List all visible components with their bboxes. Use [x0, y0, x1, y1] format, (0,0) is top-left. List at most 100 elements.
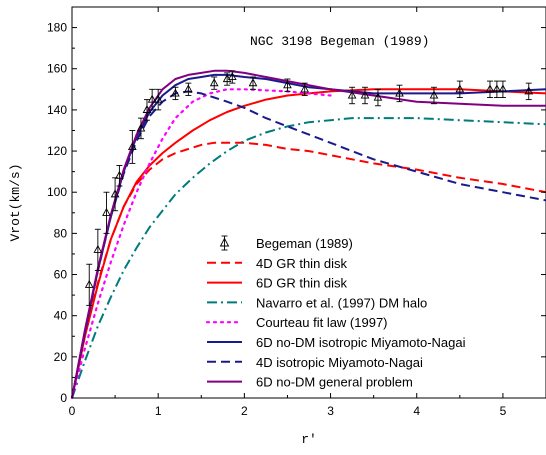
triangle-marker	[485, 84, 495, 93]
y-tick-label: 0	[60, 391, 67, 405]
series-line-2	[71, 88, 546, 399]
data-point	[110, 177, 120, 212]
triangle-marker	[498, 84, 508, 93]
legend-item-3: Navarro et al. (1997) DM halo	[207, 295, 427, 310]
series-line-4	[70, 88, 332, 400]
data-point	[142, 99, 152, 121]
legend-label: Courteau fit law (1997)	[256, 315, 388, 330]
y-tick-label: 180	[47, 21, 67, 35]
y-tick-label: 40	[54, 309, 68, 323]
y-tick-label: 120	[47, 144, 67, 158]
plot-frame	[71, 6, 546, 399]
x-tick-label: 2	[241, 404, 248, 418]
data-point	[227, 70, 237, 84]
legend-item-7: 6D no-DM general problem	[207, 375, 413, 390]
triangle-marker	[373, 92, 383, 101]
legend-label: 4D GR thin disk	[256, 256, 348, 271]
triangle-marker	[209, 78, 219, 87]
triangle-marker	[429, 90, 439, 99]
series-line-6	[71, 90, 546, 399]
triangle-marker	[84, 279, 94, 288]
triangle-marker	[102, 207, 111, 216]
triangle-marker	[300, 84, 310, 93]
data-point	[147, 88, 157, 111]
x-tick-label: 3	[327, 404, 334, 418]
legend-label: Navarro et al. (1997) DM halo	[256, 295, 427, 310]
legend-triangle-marker	[219, 237, 230, 247]
y-tick-label: 20	[54, 350, 68, 364]
legend-item-4: Courteau fit law (1997)	[205, 315, 388, 330]
data-point	[115, 165, 124, 187]
data-point	[373, 88, 383, 107]
chart-annotation: NGC 3198 Begeman (1989)	[250, 34, 429, 49]
data-point	[136, 117, 146, 140]
data-point	[498, 80, 508, 98]
y-tick-label: 140	[47, 103, 67, 117]
legend-label: 6D GR thin disk	[256, 276, 348, 291]
data-point	[84, 263, 94, 306]
data-point	[127, 130, 137, 164]
triangle-marker	[360, 90, 370, 99]
legend-label: Begeman (1989)	[256, 236, 353, 251]
y-tick-label: 160	[47, 62, 67, 76]
data-point	[171, 86, 180, 101]
legend: Begeman (1989) 4D GR thin disk 6D GR thin …	[205, 235, 466, 390]
triangle-marker	[171, 88, 180, 97]
legend-item-1: 4D GR thin disk	[207, 256, 348, 271]
data-point	[395, 84, 404, 103]
data-point	[360, 86, 370, 105]
x-tick-label: 4	[413, 404, 420, 418]
triangle-marker	[115, 170, 124, 179]
triangle-marker	[136, 123, 146, 132]
series-line-3	[71, 117, 546, 399]
triangle-marker	[395, 88, 404, 97]
triangle-marker	[248, 78, 258, 87]
x-tick-label: 5	[500, 404, 507, 418]
legend-label: 6D no-DM general problem	[256, 375, 413, 390]
y-tick-label: 80	[54, 226, 68, 240]
series-layer	[70, 69, 546, 400]
legend-item-6: 4D isotropic Miyamoto-Nagai	[207, 355, 423, 370]
y-axis-label: Vrot(km/s)	[8, 163, 23, 241]
data-point	[209, 76, 219, 90]
data-point	[102, 191, 111, 234]
triangle-marker	[347, 90, 357, 99]
triangle-marker	[110, 189, 120, 198]
axes-layer: 0 20 40 60 80 100 120 140 160 180 0 1 2 3 4 5	[47, 7, 546, 418]
y-tick-label: 60	[54, 268, 68, 282]
triangle-marker	[147, 94, 157, 103]
data-point	[485, 80, 495, 98]
data-point	[347, 86, 357, 105]
triangle-marker	[524, 86, 534, 95]
legend-item-2: 6D GR thin disk	[207, 276, 348, 291]
data-point	[283, 78, 292, 92]
triangle-marker	[93, 244, 103, 253]
x-tick-label: 0	[69, 404, 76, 418]
triangle-marker	[283, 80, 292, 89]
data-point	[429, 86, 439, 105]
triangle-marker	[227, 72, 237, 81]
triangle-marker	[153, 94, 163, 103]
triangle-marker	[492, 84, 502, 93]
triangle-marker	[142, 104, 152, 113]
x-tick-label: 1	[155, 404, 162, 418]
triangle-marker	[183, 84, 193, 93]
data-point	[300, 82, 310, 96]
legend-item-5: 6D no-DM isotropic Miyamoto-Nagai	[207, 335, 466, 350]
x-axis-label: r'	[301, 432, 317, 447]
data-point	[183, 82, 193, 96]
triangle-marker	[455, 84, 465, 93]
data-point	[524, 82, 534, 101]
y-tick-label: 100	[47, 185, 67, 199]
observations-layer	[84, 70, 534, 306]
data-point	[455, 80, 465, 98]
legend-label: 6D no-DM isotropic Miyamoto-Nagai	[256, 335, 466, 350]
data-point	[93, 228, 103, 271]
data-point	[153, 88, 163, 111]
plot-area	[71, 6, 546, 399]
data-point	[248, 76, 258, 90]
legend-label: 4D isotropic Miyamoto-Nagai	[256, 355, 423, 370]
triangle-marker	[127, 141, 137, 150]
data-point	[492, 80, 502, 98]
